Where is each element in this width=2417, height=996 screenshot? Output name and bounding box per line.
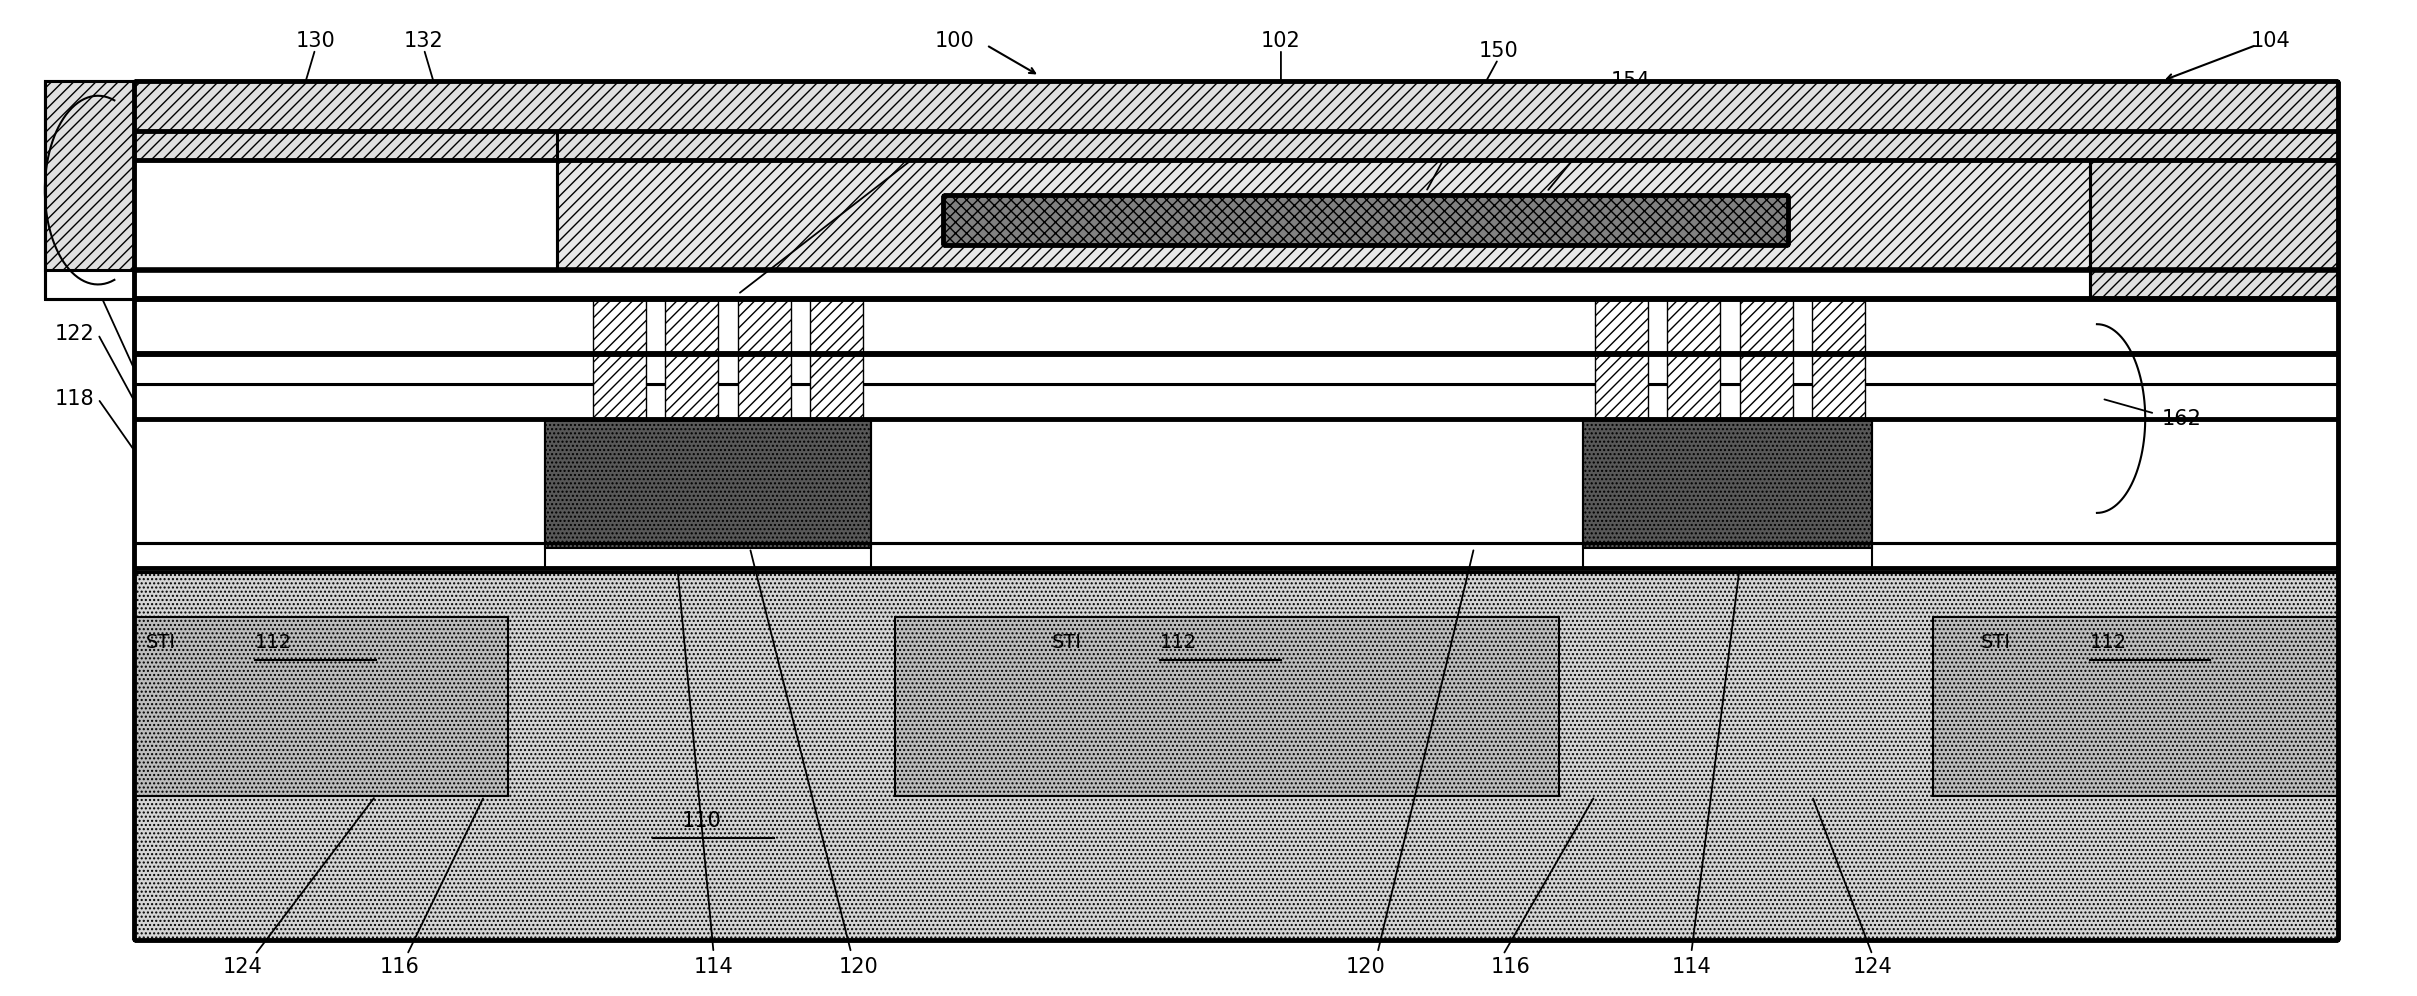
Bar	[665, 300, 718, 354]
Bar	[1740, 354, 1793, 418]
Bar	[894, 618, 1559, 796]
Text: STI: STI	[1982, 632, 2011, 651]
Bar	[592, 300, 645, 354]
Bar	[1595, 300, 1648, 354]
Text: 150: 150	[1479, 41, 1518, 61]
Bar	[135, 81, 2337, 160]
Text: 160: 160	[960, 91, 998, 111]
Bar	[1595, 354, 1648, 418]
Text: 116: 116	[379, 957, 421, 977]
Text: 162: 162	[2163, 408, 2202, 428]
Text: 112: 112	[1160, 632, 1196, 651]
Bar	[46, 81, 135, 270]
Bar	[665, 354, 718, 418]
Text: 112: 112	[2091, 632, 2127, 651]
Text: 116: 116	[1491, 957, 1530, 977]
Bar	[737, 354, 790, 418]
Text: 102: 102	[1262, 31, 1300, 51]
Text: 130: 130	[295, 31, 336, 51]
Text: 112: 112	[254, 632, 292, 651]
Text: 114: 114	[1673, 957, 1711, 977]
Text: 118: 118	[56, 388, 94, 408]
Bar	[1934, 618, 2337, 796]
Bar	[810, 300, 863, 354]
Bar	[1813, 300, 1866, 354]
Text: 114: 114	[694, 957, 732, 977]
Text: 104: 104	[2250, 31, 2291, 51]
Text: STI: STI	[147, 632, 176, 651]
Bar	[1583, 418, 1873, 548]
Bar	[2091, 160, 2337, 300]
Text: 126: 126	[56, 280, 94, 300]
Text: 132: 132	[404, 31, 445, 51]
Bar	[544, 418, 870, 548]
Bar	[943, 195, 1789, 245]
Bar	[135, 383, 2337, 418]
Bar	[46, 81, 135, 300]
Bar	[135, 543, 2337, 573]
Bar	[737, 300, 790, 354]
Bar	[1740, 300, 1793, 354]
Text: 110: 110	[682, 811, 720, 831]
Bar	[1668, 300, 1721, 354]
Bar	[135, 568, 2337, 940]
Bar	[810, 354, 863, 418]
Text: 128: 128	[70, 91, 109, 111]
Bar	[135, 618, 508, 796]
Bar	[135, 354, 2337, 383]
Text: 154: 154	[1612, 71, 1651, 91]
Bar	[135, 130, 2337, 270]
Text: 100: 100	[935, 31, 974, 51]
Bar	[1668, 354, 1721, 418]
Bar	[592, 354, 645, 418]
Bar	[1813, 354, 1866, 418]
Text: 120: 120	[1346, 957, 1385, 977]
Text: 122: 122	[56, 324, 94, 345]
Text: STI: STI	[1051, 632, 1080, 651]
Bar	[135, 270, 2337, 300]
Text: 124: 124	[1851, 957, 1893, 977]
Text: 120: 120	[839, 957, 877, 977]
Bar	[135, 130, 556, 270]
Text: 124: 124	[222, 957, 263, 977]
